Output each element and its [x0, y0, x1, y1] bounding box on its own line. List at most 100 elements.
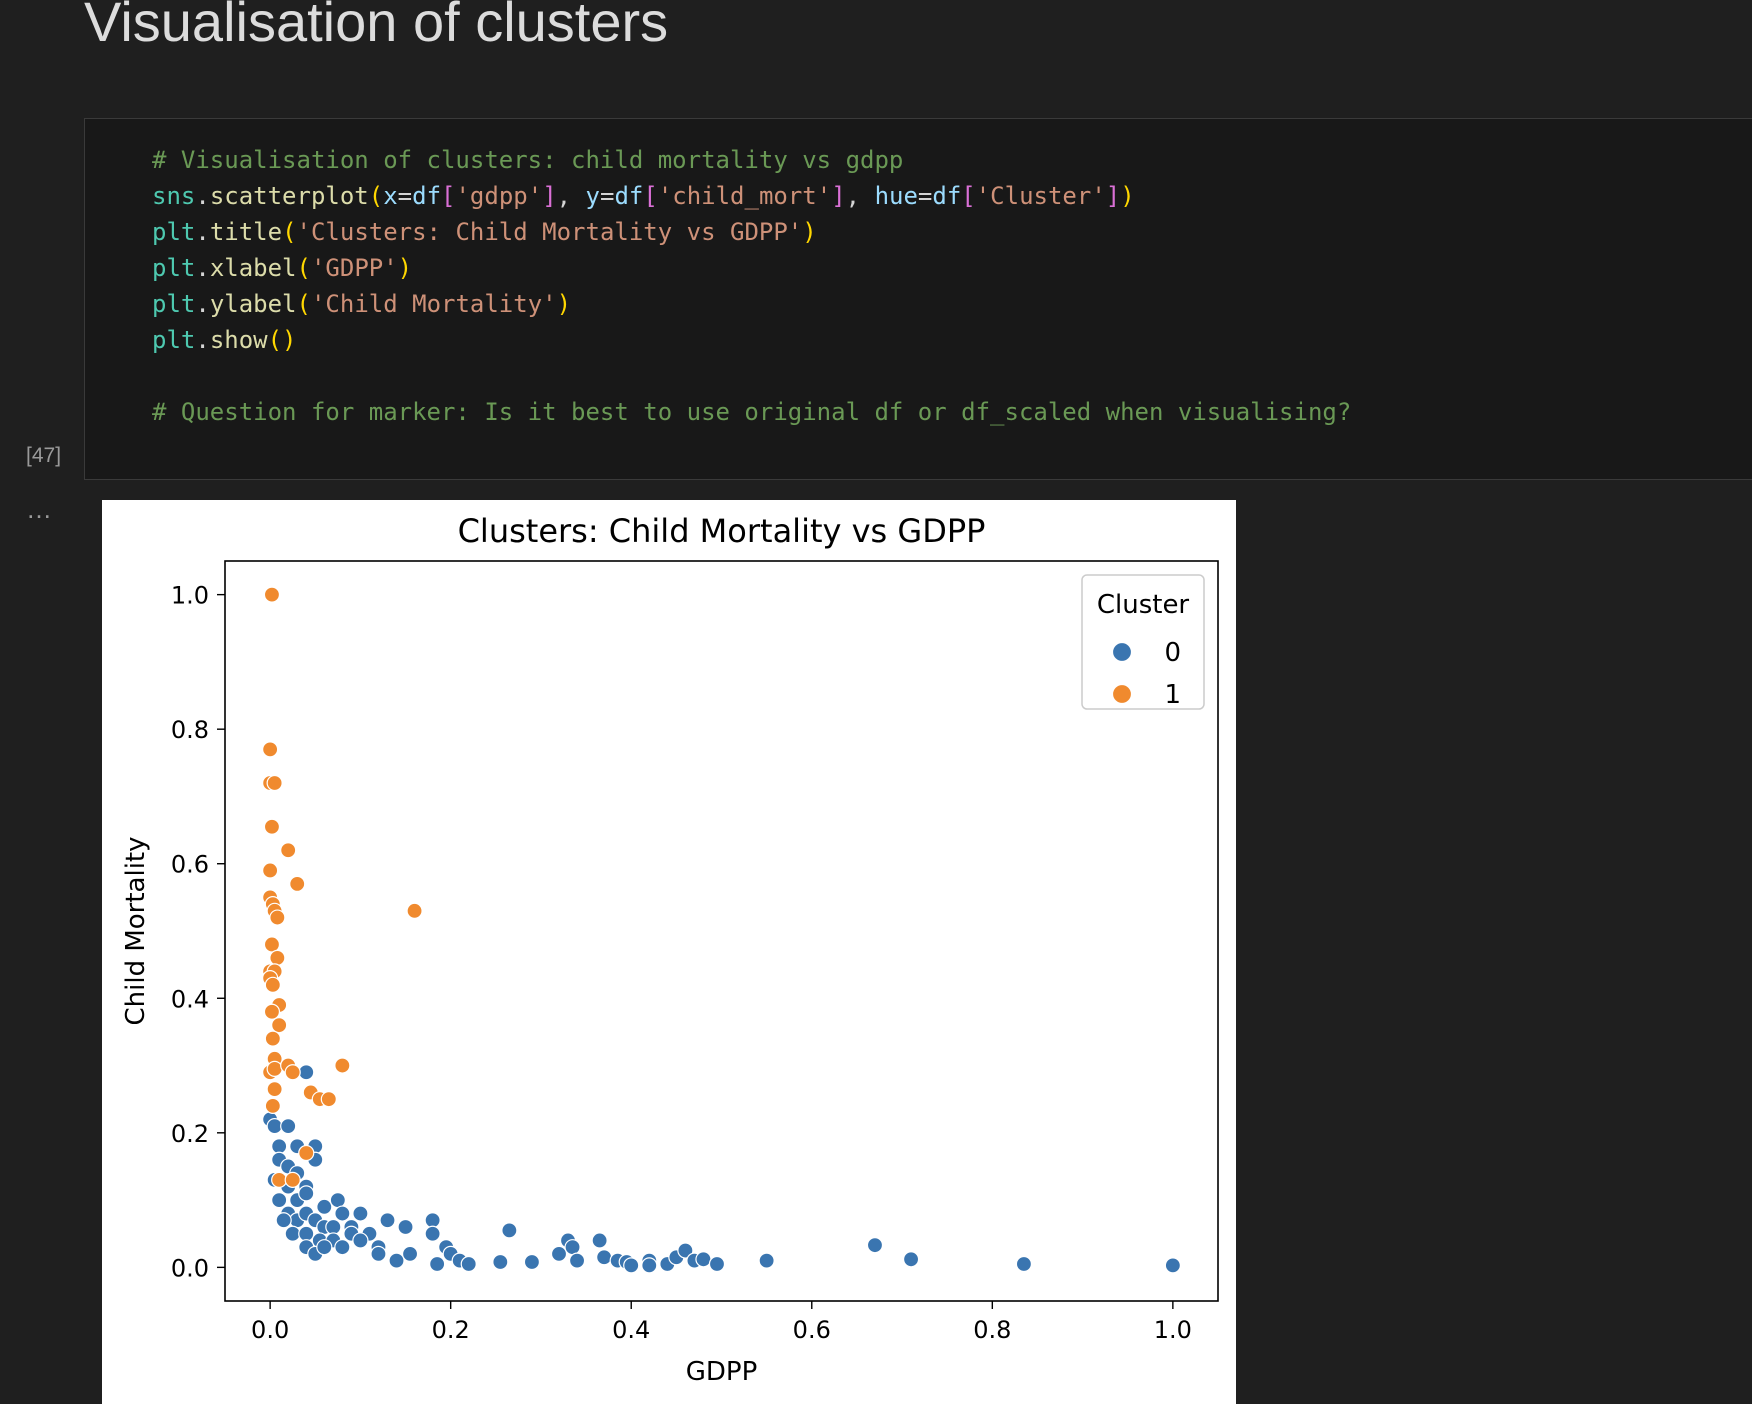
plot-frame	[224, 560, 1219, 1302]
data-point-cluster-0	[379, 1212, 396, 1229]
data-point-cluster-0	[501, 1222, 518, 1239]
data-point-cluster-0	[866, 1237, 884, 1254]
code-editor[interactable]: # Visualisation of clusters: child morta…	[152, 142, 1351, 430]
data-point-cluster-1	[264, 1030, 281, 1047]
data-point-cluster-0	[564, 1239, 581, 1256]
data-point-cluster-1	[262, 862, 279, 879]
data-point-cluster-0	[591, 1232, 608, 1249]
data-point-cluster-0	[352, 1205, 369, 1222]
more-actions-icon[interactable]: …	[26, 494, 54, 524]
data-point-cluster-1	[262, 741, 279, 758]
data-point-cluster-0	[695, 1251, 712, 1268]
code-line-title: plt.title('Clusters: Child Mortality vs …	[152, 218, 817, 246]
data-point-cluster-1	[263, 818, 281, 835]
data-point-cluster-0	[596, 1249, 613, 1266]
data-point-cluster-1	[263, 586, 281, 603]
legend-label-0: 0	[1164, 638, 1181, 668]
cell-output: Clusters: Child Mortality vs GDPP 0.0 0.2 0…	[102, 500, 1236, 1404]
data-point-cluster-0	[429, 1255, 446, 1273]
data-point-cluster-0	[623, 1257, 640, 1274]
data-point-cluster-0	[902, 1251, 920, 1268]
x-tick-label: 0.6	[793, 1316, 831, 1344]
execution-count: [47]	[26, 444, 62, 467]
data-point-cluster-0	[568, 1252, 586, 1269]
y-tick-label: 0.0	[171, 1254, 209, 1282]
code-line-question-comment: # Question for marker: Is it best to use…	[152, 398, 1352, 426]
data-point-cluster-0	[1015, 1255, 1033, 1273]
y-tick-label: 0.2	[171, 1120, 209, 1148]
x-tick-label: 0.8	[973, 1316, 1011, 1344]
data-point-cluster-0	[641, 1257, 658, 1274]
data-point-cluster-0	[397, 1218, 414, 1236]
data-point-cluster-0	[550, 1245, 568, 1263]
data-point-cluster-0	[388, 1252, 405, 1269]
data-point-cluster-1	[269, 949, 286, 967]
data-point-cluster-0	[492, 1253, 509, 1271]
data-point-cluster-0	[424, 1225, 441, 1242]
data-point-cluster-0	[298, 1225, 315, 1242]
x-tick-label: 1.0	[1154, 1316, 1192, 1344]
x-tick-label: 0.2	[432, 1316, 470, 1344]
data-point-cluster-1	[289, 875, 306, 893]
section-heading: Visualisation of clusters	[84, 0, 669, 53]
x-tick-label: 0.4	[612, 1316, 650, 1344]
data-point-cluster-0	[708, 1255, 726, 1273]
data-point-cluster-1	[284, 1064, 301, 1081]
code-line-show: plt.show()	[152, 326, 297, 354]
code-line-comment: # Visualisation of clusters: child morta…	[152, 146, 904, 174]
data-point-cluster-0	[284, 1225, 301, 1242]
x-tick-label: 0.0	[251, 1316, 289, 1344]
data-point-cluster-0	[523, 1253, 541, 1271]
code-cell[interactable]	[84, 118, 1752, 480]
data-point-cluster-0	[275, 1212, 292, 1229]
data-point-cluster-0	[329, 1191, 346, 1209]
data-point-cluster-0	[266, 1117, 283, 1135]
data-point-cluster-1	[334, 1057, 351, 1074]
y-tick-label: 0.4	[171, 985, 209, 1013]
data-point-cluster-1	[284, 1171, 301, 1189]
data-point-cluster-0	[460, 1255, 477, 1273]
data-point-cluster-0	[271, 1191, 288, 1209]
y-axis-label: Child Mortality	[121, 836, 151, 1025]
data-point-cluster-1	[298, 1144, 315, 1162]
data-point-cluster-0	[758, 1252, 775, 1269]
data-point-cluster-0	[677, 1242, 694, 1259]
code-line-scatterplot: sns.scatterplot(x=df['gdpp'], y=df['chil…	[152, 182, 1135, 210]
y-tick-label: 0.6	[171, 851, 209, 879]
data-point-cluster-0	[298, 1064, 315, 1081]
data-point-cluster-1	[280, 842, 297, 859]
data-point-cluster-0	[401, 1245, 419, 1263]
code-line-xlabel: plt.xlabel('GDPP')	[152, 254, 413, 282]
legend-marker-0	[1111, 641, 1133, 663]
data-point-cluster-1	[406, 902, 423, 919]
legend-label-1: 1	[1164, 680, 1181, 710]
data-point-cluster-1	[266, 774, 283, 792]
data-point-cluster-0	[316, 1239, 333, 1256]
chart-title: Clusters: Child Mortality vs GDPP	[458, 512, 986, 550]
data-point-cluster-1	[271, 1171, 288, 1189]
data-point-cluster-1	[266, 1060, 283, 1078]
data-point-cluster-0	[334, 1205, 351, 1222]
data-point-cluster-0	[325, 1218, 342, 1236]
data-point-cluster-0	[1164, 1257, 1181, 1274]
legend-marker-1	[1111, 683, 1133, 705]
data-point-cluster-1	[266, 1080, 283, 1098]
scatter-chart: Clusters: Child Mortality vs GDPP 0.0 0.2 0…	[121, 512, 1219, 1387]
data-point-cluster-0	[271, 1138, 288, 1155]
x-axis-label: GDPP	[686, 1357, 758, 1387]
y-tick-label: 0.8	[171, 716, 209, 744]
data-point-cluster-1	[320, 1091, 337, 1108]
data-point-cluster-1	[271, 1017, 288, 1034]
data-point-cluster-0	[334, 1239, 351, 1256]
legend-box	[1081, 574, 1205, 710]
data-point-cluster-0	[298, 1185, 315, 1202]
data-point-cluster-0	[316, 1198, 333, 1215]
code-line-ylabel: plt.ylabel('Child Mortality')	[152, 290, 572, 318]
data-point-cluster-0	[352, 1232, 369, 1249]
y-tick-label: 1.0	[171, 582, 209, 610]
data-point-cluster-1	[264, 976, 281, 993]
data-point-cluster-0	[424, 1212, 441, 1229]
data-point-cluster-1	[263, 936, 281, 953]
data-point-cluster-1	[269, 909, 286, 926]
data-point-cluster-0	[280, 1117, 297, 1135]
